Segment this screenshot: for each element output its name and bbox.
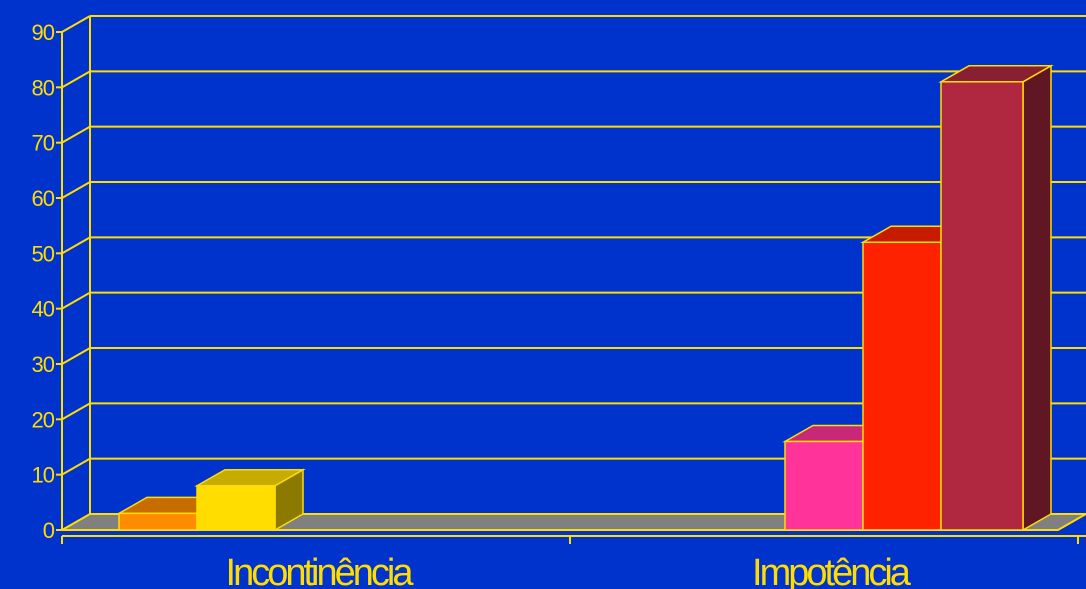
bar-front	[784, 440, 864, 531]
bar-front	[118, 512, 198, 531]
gridline-diagonal	[61, 457, 91, 476]
bar-front	[862, 241, 942, 531]
category-label: Impotência	[752, 552, 912, 589]
bar-side	[1022, 64, 1052, 532]
gridline-diagonal	[61, 15, 91, 33]
bar	[938, 64, 1054, 532]
category-label: Incontinência	[226, 552, 415, 589]
gridline-diagonal	[61, 236, 91, 255]
y-tick-label: 40	[32, 297, 55, 322]
y-tick-label: 50	[32, 241, 55, 266]
gridline-diagonal	[61, 402, 91, 421]
y-tick-label: 20	[32, 407, 55, 432]
y-tick-label: 60	[32, 186, 55, 211]
y-tick-label: 30	[32, 352, 55, 377]
y-tick-label: 90	[32, 20, 55, 45]
y-tick-label: 80	[32, 75, 55, 100]
bars	[116, 64, 1054, 532]
gridline-diagonal	[61, 181, 91, 199]
bar-front	[940, 81, 1024, 531]
y-tick-label: 10	[32, 463, 55, 488]
gridline-diagonal	[61, 291, 91, 310]
gridline-diagonal	[61, 125, 91, 144]
y-axis: 0 10 20 30 40 50 60 70 80 90	[32, 20, 63, 543]
bar-front	[196, 484, 276, 531]
category-axis: Incontinência Impotência	[61, 535, 1086, 589]
bar	[194, 468, 306, 532]
gridline-diagonal	[61, 70, 91, 89]
y-tick-label: 70	[32, 131, 55, 156]
y-tick-label: 0	[43, 518, 55, 543]
gridline-diagonal	[61, 347, 91, 365]
